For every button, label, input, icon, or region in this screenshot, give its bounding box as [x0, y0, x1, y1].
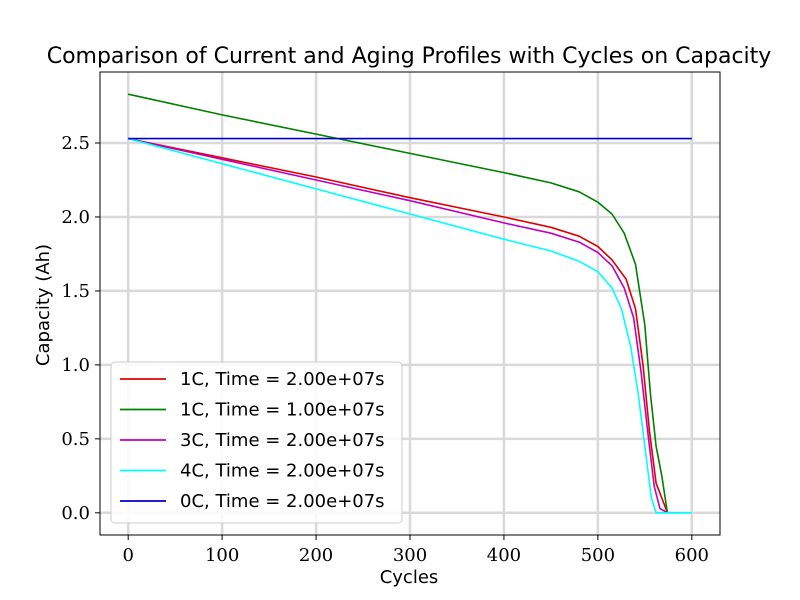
x-tick-label: 0: [122, 545, 133, 566]
axis-ticks: 0 100 200 300 400 500 600 0.0 0.5 1.0 1.5 2.0 2.5: [61, 133, 709, 566]
x-tick-label: 400: [487, 545, 521, 566]
legend-box: [110, 361, 403, 524]
y-tick-label: 0.0: [61, 503, 90, 524]
series-line-4: [127, 137, 692, 514]
chart-title: Comparison of Current and Aging Profiles…: [47, 44, 772, 69]
legend-label-5: 0C, Time = 2.00e+07s: [180, 491, 385, 512]
y-tick-label: 1.0: [61, 355, 90, 376]
legend-label-4: 4C, Time = 2.00e+07s: [180, 461, 385, 482]
x-tick-label: 600: [675, 545, 709, 566]
legend-label-1: 1C, Time = 2.00e+07s: [180, 369, 385, 390]
y-tick-label: 0.5: [61, 429, 90, 450]
series-line-3: [128, 137, 668, 514]
y-tick-label: 2.0: [61, 207, 90, 228]
y-axis-label: Capacity (Ah): [33, 244, 54, 366]
x-axis-label: Cycles: [380, 567, 439, 588]
y-tick-label: 2.5: [61, 133, 90, 154]
series-line-1: [128, 137, 669, 514]
x-tick-label: 500: [581, 545, 615, 566]
x-tick-label: 200: [299, 545, 333, 566]
series-line-2: [128, 93, 669, 513]
legend-label-3: 3C, Time = 2.00e+07s: [180, 430, 385, 451]
legend: 1C, Time = 2.00e+07s 1C, Time = 1.00e+07s…: [110, 361, 403, 524]
y-tick-label: 1.5: [61, 281, 90, 302]
legend-label-2: 1C, Time = 1.00e+07s: [180, 400, 385, 421]
series-lines: [127, 93, 692, 514]
x-tick-label: 100: [205, 545, 239, 566]
x-tick-label: 300: [393, 545, 427, 566]
